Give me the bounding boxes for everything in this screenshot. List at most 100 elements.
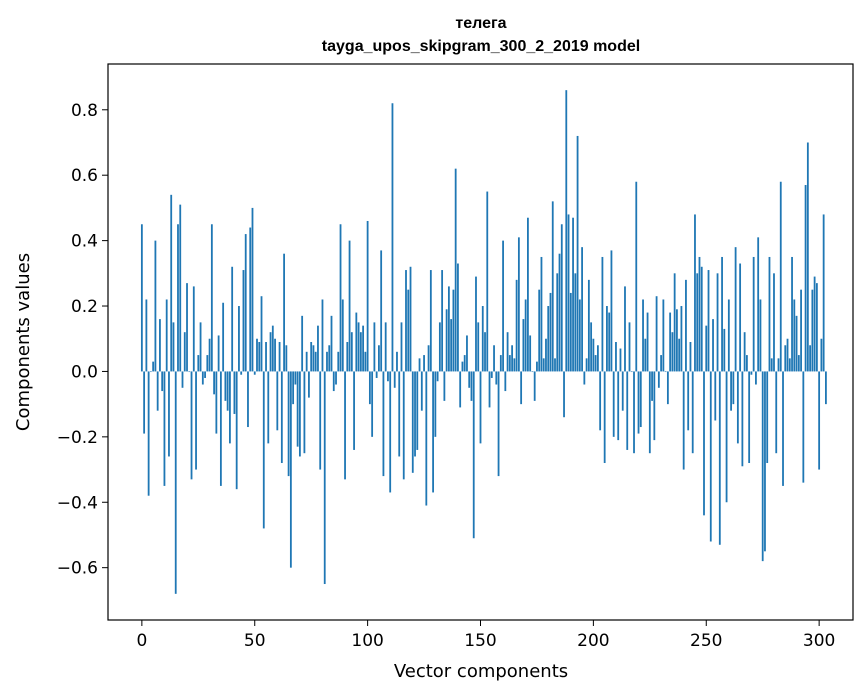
x-tick-label: 100	[351, 631, 383, 651]
bar-7	[156, 371, 159, 411]
bar-211	[617, 371, 620, 441]
bar-283	[779, 181, 782, 372]
bar-178	[542, 358, 545, 372]
bar-42	[235, 371, 238, 490]
bar-138	[452, 289, 455, 372]
bar-291	[797, 355, 800, 372]
bar-52	[258, 342, 261, 372]
bar-29	[206, 355, 209, 372]
bar-56	[267, 371, 270, 444]
bar-28	[204, 371, 206, 378]
bar-296	[809, 345, 812, 372]
bar-297	[811, 289, 814, 372]
bar-44	[240, 371, 243, 375]
bar-174	[533, 371, 536, 401]
bar-265	[739, 263, 742, 372]
bar-31	[210, 224, 213, 372]
bar-2	[145, 299, 148, 372]
bar-128	[429, 270, 432, 372]
bar-3	[147, 371, 150, 496]
bar-86	[335, 371, 337, 385]
bar-89	[341, 299, 344, 372]
bar-16	[177, 224, 179, 372]
bar-217	[630, 371, 633, 373]
bar-100	[366, 220, 369, 372]
plot-frame	[107, 63, 854, 621]
bar-184	[556, 273, 559, 372]
bar-107	[382, 371, 385, 477]
bar-63	[283, 253, 285, 372]
bar-253	[712, 319, 714, 372]
bar-195	[581, 247, 583, 372]
bar-273	[757, 237, 760, 372]
bar-95	[355, 312, 358, 372]
bar-222	[642, 299, 644, 372]
bar-289	[793, 299, 796, 372]
bar-173	[531, 371, 534, 373]
bar-116	[402, 371, 405, 480]
bar-182	[551, 201, 554, 372]
bar-220	[637, 371, 640, 434]
bar-76	[312, 345, 315, 372]
bar-278	[768, 256, 771, 372]
bar-134	[443, 371, 446, 401]
bar-49	[251, 207, 254, 372]
bar-215	[626, 371, 629, 450]
bar-260	[727, 299, 730, 372]
bar-120	[411, 371, 414, 473]
bar-105	[378, 345, 380, 372]
bar-15	[174, 371, 177, 594]
bar-189	[567, 214, 570, 372]
bar-33	[215, 371, 218, 434]
x-axis-ticks: 0 50 100 150 200 250 300	[136, 620, 835, 651]
bar-191	[572, 217, 574, 372]
bar-254	[714, 371, 717, 421]
bar-166	[515, 279, 518, 372]
bar-224	[646, 312, 649, 372]
bar-264	[736, 371, 739, 444]
bar-286	[786, 338, 789, 372]
bar-187	[563, 371, 565, 418]
bar-130	[434, 371, 437, 437]
bar-203	[599, 371, 602, 431]
bar-268	[745, 355, 748, 372]
bar-43	[238, 306, 240, 372]
bar-207	[608, 312, 611, 372]
bar-153	[486, 191, 489, 372]
bar-23	[192, 286, 195, 372]
bar-225	[648, 371, 651, 454]
bar-171	[527, 217, 529, 372]
y-tick-label: −0.2	[57, 428, 98, 448]
bar-99	[364, 351, 367, 372]
bar-175	[536, 361, 538, 372]
bar-70	[298, 371, 301, 457]
bar-61	[278, 342, 281, 372]
bar-230	[660, 355, 663, 372]
y-axis-ticks: −0.6 −0.4 −0.2 0.0 0.2 0.4 0.6 0.8	[57, 101, 108, 579]
bar-163	[508, 355, 511, 372]
bar-110	[389, 371, 392, 493]
bar-162	[506, 332, 509, 372]
bar-98	[362, 325, 365, 372]
bar-152	[484, 332, 486, 372]
chart-title: телега	[455, 15, 506, 32]
bar-115	[400, 322, 403, 372]
bar-214	[624, 286, 626, 372]
bar-50	[253, 371, 256, 375]
bar-280	[773, 273, 775, 372]
bar-4	[149, 371, 152, 373]
bar-188	[565, 90, 568, 372]
bar-238	[678, 338, 681, 372]
bar-212	[619, 348, 622, 372]
bar-292	[800, 289, 802, 372]
bar-160	[502, 240, 504, 372]
bar-285	[784, 345, 787, 372]
bar-1	[143, 371, 146, 434]
bar-39	[229, 371, 231, 444]
y-tick-label: 0.8	[71, 101, 98, 121]
y-tick-label: −0.6	[57, 559, 98, 579]
bar-85	[332, 371, 335, 392]
bar-55	[265, 342, 267, 372]
bar-193	[576, 135, 579, 372]
bar-118	[407, 289, 410, 372]
